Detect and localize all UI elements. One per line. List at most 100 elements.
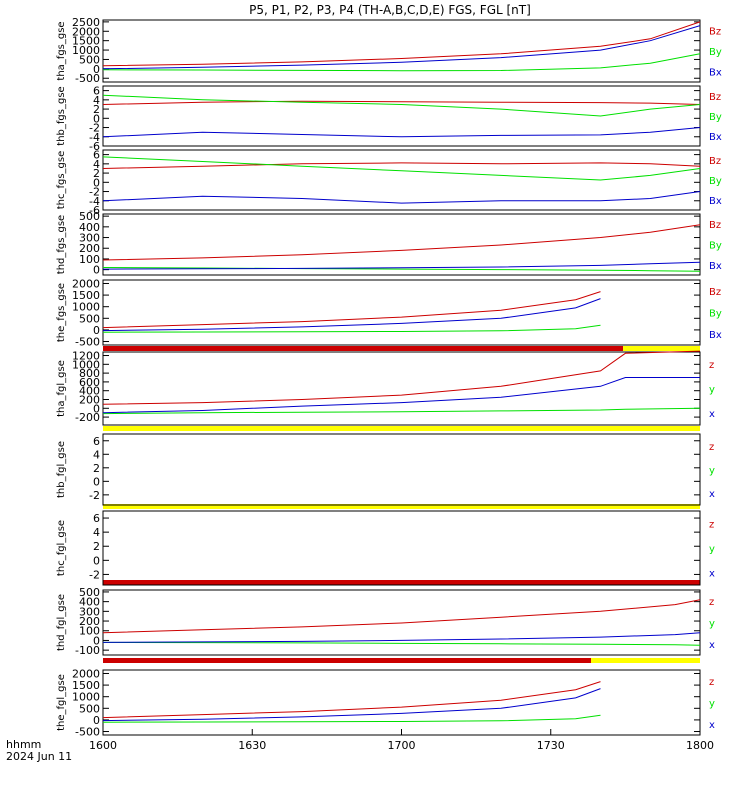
series-line-Bz [102,291,601,329]
legend-entry-By: By [709,47,722,58]
x-tick-label: 1730 [537,739,565,752]
legend-entry-y: y [709,466,715,477]
series-line-Bx [102,191,701,204]
y-tick-label: 2 [93,540,100,553]
series-line-Bz [102,100,701,105]
legend-entry-z: z [709,597,714,608]
series-line-z [102,681,601,719]
legend-entry-x: x [709,569,715,580]
y-tick-label: 500 [79,312,100,325]
status-bar-segment [103,658,591,663]
y-tick-label: 6 [93,435,100,448]
y-tick-label: 0 [93,714,100,727]
y-tick-label: 1000 [72,691,100,704]
panel-frame [102,149,701,211]
status-bar-segment [103,504,700,509]
series-line-By [102,324,601,333]
legend-entry-By: By [709,176,722,187]
legend-entry-By: By [709,309,722,320]
y-tick-label: 500 [79,586,100,599]
y-tick-label: -500 [75,72,100,85]
y-tick-label: 1000 [72,301,100,314]
series-line-z [102,599,701,634]
y-tick-label: 200 [79,393,100,406]
y-tick-label: 2 [93,167,100,180]
legend-entry-z: z [709,442,714,453]
y-tick-label: 0 [93,475,100,488]
legend-entry-z: z [709,519,714,530]
y-tick-label: 1000 [72,358,100,371]
y-tick-label: 4 [93,526,100,539]
legend-entry-Bx: Bx [709,330,722,341]
y-tick-label: 2500 [72,16,100,29]
y-tick-label: 1200 [72,350,100,363]
y-tick-label: 0 [93,264,100,277]
series-line-By [102,267,701,272]
y-tick-label: -200 [75,411,100,424]
y-tick-label: 100 [79,253,100,266]
status-bar-segment [591,658,700,663]
y-tick-label: 300 [79,605,100,618]
status-bar-segment [103,426,700,431]
x-tick-label: 1700 [388,739,416,752]
y-tick-label: 4 [93,448,100,461]
y-tick-label: 800 [79,367,100,380]
legend-entry-z: z [709,677,714,688]
y-tick-label: 500 [79,210,100,223]
panel-frame [102,510,701,586]
y-tick-label: -2 [89,568,100,581]
y-tick-label: 0 [93,324,100,337]
legend-entry-Bz: Bz [709,287,721,298]
y-tick-label: 600 [79,376,100,389]
y-tick-label: 2000 [72,25,100,38]
x-axis: 1600 1630 1700 1730 1800 [89,729,714,752]
y-tick-label: -4 [89,195,100,208]
series-line-y [102,714,601,723]
legend-entry-y: y [709,619,715,630]
y-tick-label: 4 [93,94,100,107]
y-tick-label: 200 [79,615,100,628]
y-tick-label: 500 [79,702,100,715]
legend-entry-x: x [709,409,715,420]
series-line-x [102,632,701,643]
y-tick-label: 400 [79,221,100,234]
y-tick-label: 1500 [72,35,100,48]
y-tick-label: 0 [93,112,100,125]
y-tick-label: -4 [89,131,100,144]
legend-entry-By: By [709,241,722,252]
legend-entry-x: x [709,720,715,731]
y-tick-label: -500 [75,336,100,349]
y-tick-label: 6 [93,85,100,98]
series-line-Bz [102,162,701,169]
plot-title: P5, P1, P2, P3, P4 (TH-A,B,C,D,E) FGS, F… [249,3,531,17]
y-tick-label: 500 [79,53,100,66]
legend-entry-z: z [709,360,714,371]
x-axis-label-date: 2024 Jun 11 [6,750,72,763]
y-tick-label: -2 [89,186,100,199]
y-axis-label: thb_fgs_gse [56,86,67,145]
series-line-Bx [102,25,701,70]
series-line-Bx [102,261,701,270]
panel-frame [102,213,701,276]
y-tick-label: 4 [93,158,100,171]
status-bars [103,346,700,663]
y-tick-label: 1500 [72,679,100,692]
legend-entry-By: By [709,112,722,123]
y-axis-label: tha_fgs_gse [56,21,67,80]
y-tick-label: 100 [79,625,100,638]
y-tick-label: -2 [89,122,100,135]
legend-entry-x: x [709,640,715,651]
y-tick-label: 0 [93,176,100,189]
legend-entry-Bz: Bz [709,220,721,231]
y-tick-label: 6 [93,149,100,162]
legend-entry-Bx: Bx [709,261,722,272]
